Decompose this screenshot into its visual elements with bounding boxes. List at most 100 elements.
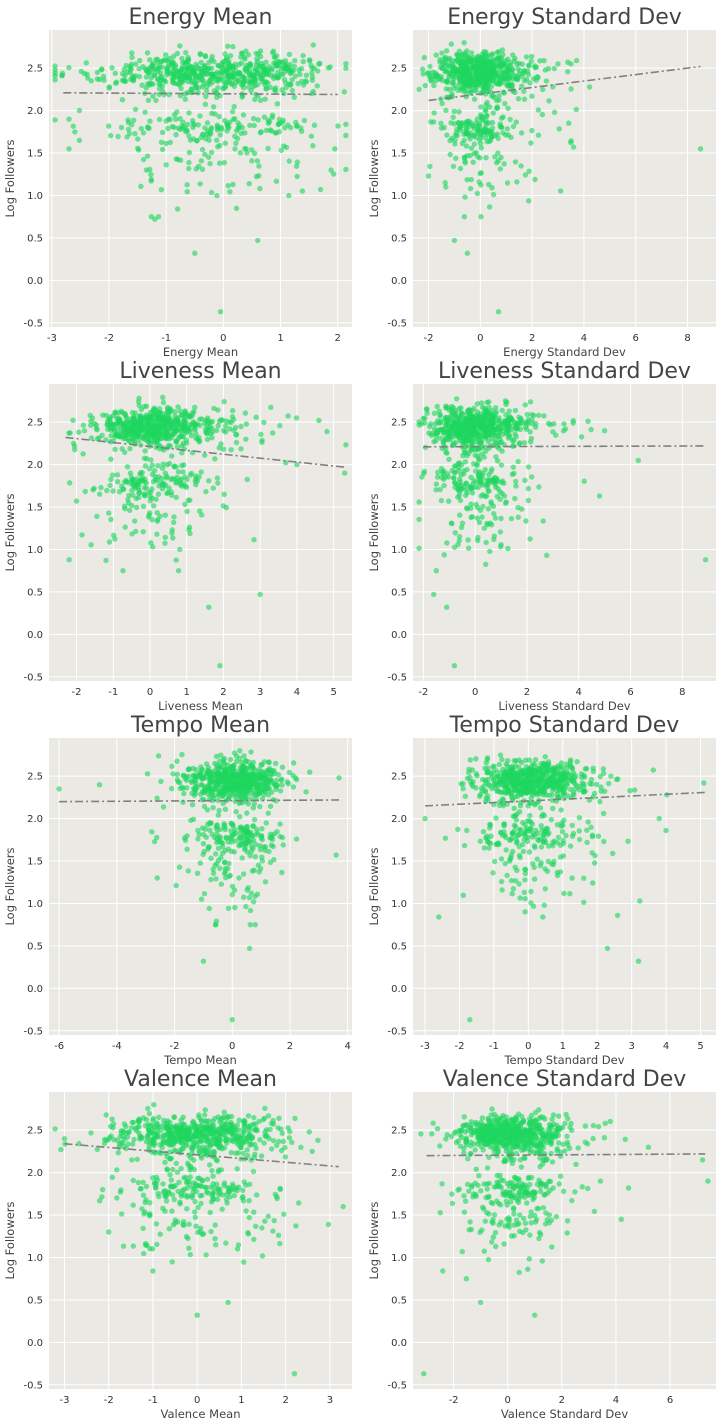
data-point: [522, 402, 528, 408]
data-point: [448, 406, 455, 413]
data-point: [248, 772, 254, 778]
data-point: [504, 126, 511, 132]
data-point: [527, 812, 533, 819]
data-point: [191, 409, 197, 415]
data-point: [529, 127, 535, 134]
data-point: [491, 476, 497, 482]
data-point: [154, 834, 160, 841]
data-point: [206, 154, 212, 160]
data-point: [76, 429, 82, 435]
data-point: [186, 159, 192, 166]
data-point: [501, 493, 508, 499]
data-point: [232, 116, 238, 122]
data-point: [154, 795, 160, 801]
data-point: [550, 861, 556, 868]
data-point: [475, 484, 481, 490]
data-point: [173, 132, 179, 138]
data-point: [215, 422, 221, 429]
y-tick-label: -0.5: [387, 1026, 407, 1037]
data-point: [266, 765, 273, 772]
y-tick-label: 2.5: [391, 64, 407, 75]
data-point: [155, 76, 161, 83]
data-point: [220, 757, 226, 763]
data-point: [202, 452, 208, 458]
data-point: [499, 756, 505, 763]
data-point: [210, 485, 216, 491]
data-point: [454, 396, 460, 402]
data-point: [487, 432, 494, 438]
data-point: [96, 76, 103, 83]
data-point: [502, 100, 508, 107]
x-tick-label: 2: [335, 333, 341, 344]
data-point: [206, 905, 212, 912]
data-point: [148, 540, 154, 546]
outlier-point: [246, 945, 253, 952]
data-point: [155, 753, 162, 759]
data-point: [466, 58, 473, 65]
data-point: [457, 76, 463, 83]
data-point: [465, 81, 472, 87]
data-point: [535, 107, 542, 113]
data-point: [235, 124, 242, 131]
data-point: [106, 85, 113, 91]
data-point: [490, 764, 496, 770]
data-point: [209, 425, 215, 431]
data-point: [529, 474, 535, 480]
y-tick-label: 1.5: [391, 149, 407, 160]
data-point: [249, 73, 255, 79]
x-tick-label: 0: [147, 687, 153, 698]
data-point: [227, 53, 234, 59]
data-point: [486, 204, 493, 210]
data-point: [456, 460, 463, 466]
data-point: [515, 458, 521, 465]
data-point: [194, 138, 200, 144]
outlier-point: [697, 146, 704, 152]
data-point: [225, 43, 231, 49]
data-point: [330, 171, 337, 177]
data-point: [136, 73, 143, 80]
data-point: [525, 485, 532, 492]
outlier-point: [217, 663, 223, 669]
data-point: [447, 429, 453, 435]
data-point: [478, 79, 485, 85]
data-point: [161, 435, 167, 441]
data-point: [516, 852, 523, 859]
data-point: [570, 420, 576, 426]
data-point: [229, 81, 236, 87]
data-point: [522, 172, 529, 178]
data-point: [291, 63, 298, 70]
data-point: [441, 124, 447, 131]
data-point: [216, 807, 222, 814]
data-point: [479, 451, 485, 457]
y-tick-label: 1.5: [27, 149, 43, 160]
data-point: [513, 478, 519, 485]
data-point: [286, 769, 293, 776]
data-point: [222, 117, 228, 124]
data-point: [271, 60, 277, 66]
data-point: [238, 446, 244, 452]
data-point: [519, 83, 525, 90]
data-point: [117, 489, 123, 495]
data-point: [233, 140, 239, 146]
data-point: [291, 760, 297, 766]
data-point: [459, 520, 466, 526]
data-point: [153, 97, 159, 104]
y-tick-label: 2.0: [391, 460, 407, 471]
scatter-points: [416, 40, 704, 315]
data-point: [488, 468, 494, 475]
data-point: [550, 805, 556, 812]
data-point: [203, 88, 210, 94]
data-point: [125, 429, 131, 436]
data-point: [583, 765, 590, 772]
data-point: [180, 74, 186, 80]
data-point: [192, 404, 198, 410]
x-tick-label: 0: [525, 1041, 531, 1052]
data-point: [138, 183, 144, 189]
data-point: [426, 70, 432, 76]
x-tick-label: 5: [697, 1041, 703, 1052]
outlier-point: [596, 493, 603, 499]
outlier-point: [433, 568, 439, 574]
data-point: [214, 94, 220, 101]
data-point: [52, 117, 58, 123]
